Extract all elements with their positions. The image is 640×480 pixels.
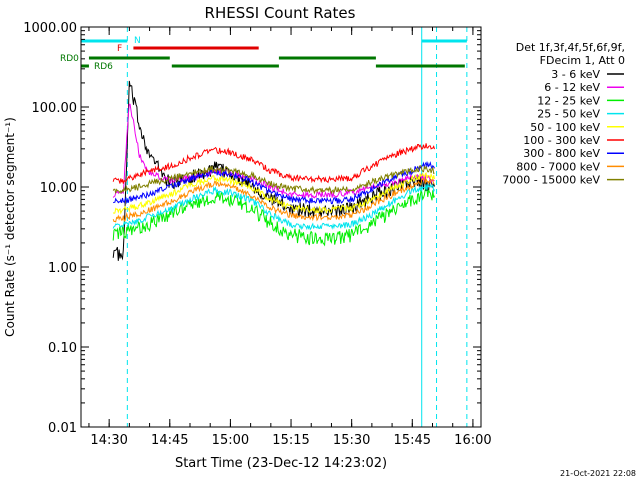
plot-frame xyxy=(80,26,482,428)
flag-rd0-label: RD0 xyxy=(60,54,79,64)
y-tick-label-1: 0.10 xyxy=(48,341,77,356)
series-line-7 xyxy=(112,177,435,223)
x-tick-label-1: 14:45 xyxy=(151,433,188,448)
legend: Det 1f,3f,4f,5f,6f,9f,FDecim 1, Att 03 -… xyxy=(502,41,625,187)
legend-header-0: Det 1f,3f,4f,5f,6f,9f, xyxy=(516,41,625,54)
legend-label-0: 3 - 6 keV xyxy=(551,68,600,81)
y-tick-label-0: 0.01 xyxy=(48,421,77,436)
axes: 14:30 14:45 15:00 15:15 15:30 15:45 16:00 0.01 0… xyxy=(23,21,491,448)
legend-header-1: FDecim 1, Att 0 xyxy=(540,54,625,67)
x-tick-label-5: 15:45 xyxy=(394,433,431,448)
legend-label-7: 800 - 7000 keV xyxy=(516,160,600,173)
series-line-3 xyxy=(112,182,435,231)
legend-label-1: 6 - 12 keV xyxy=(544,81,600,94)
legend-label-4: 50 - 100 keV xyxy=(530,121,600,134)
x-axis-label: Start Time (23-Dec-12 14:23:02) xyxy=(175,456,387,471)
y-tick-label-4: 100.00 xyxy=(32,101,78,116)
flag-rd6-label: RD6 xyxy=(94,62,113,72)
legend-label-5: 100 - 300 keV xyxy=(523,134,600,147)
legend-label-8: 7000 - 15000 keV xyxy=(502,174,600,187)
series-line-0 xyxy=(112,80,435,261)
x-tick-label-4: 15:30 xyxy=(333,433,370,448)
x-tick-label-3: 15:15 xyxy=(272,433,309,448)
legend-label-2: 12 - 25 keV xyxy=(537,94,600,107)
flag-n-label: N xyxy=(134,36,141,46)
legend-label-3: 25 - 50 keV xyxy=(537,108,600,121)
flag-f-label: F xyxy=(117,44,122,54)
series-line-4 xyxy=(112,172,435,215)
legend-label-6: 300 - 800 keV xyxy=(523,147,600,160)
y-tick-label-2: 1.00 xyxy=(48,261,77,276)
series-line-2 xyxy=(112,187,435,247)
series-line-6 xyxy=(113,161,435,205)
series-line-8 xyxy=(112,165,435,195)
x-tick-label-0: 14:30 xyxy=(90,433,127,448)
y-tick-label-3: 10.00 xyxy=(40,181,77,196)
x-tick-label-2: 15:00 xyxy=(212,433,249,448)
timestamp: 21-Oct-2021 22:08 xyxy=(560,469,636,478)
x-tick-label-6: 16:00 xyxy=(454,433,491,448)
plot-area xyxy=(81,27,468,427)
y-axis-label: Count Rate (s⁻¹ detector segment⁻¹) xyxy=(3,117,17,337)
chart-title: RHESSI Count Rates xyxy=(205,4,356,22)
y-tick-label-5: 1000.00 xyxy=(23,21,77,36)
series-line-5 xyxy=(112,143,435,184)
